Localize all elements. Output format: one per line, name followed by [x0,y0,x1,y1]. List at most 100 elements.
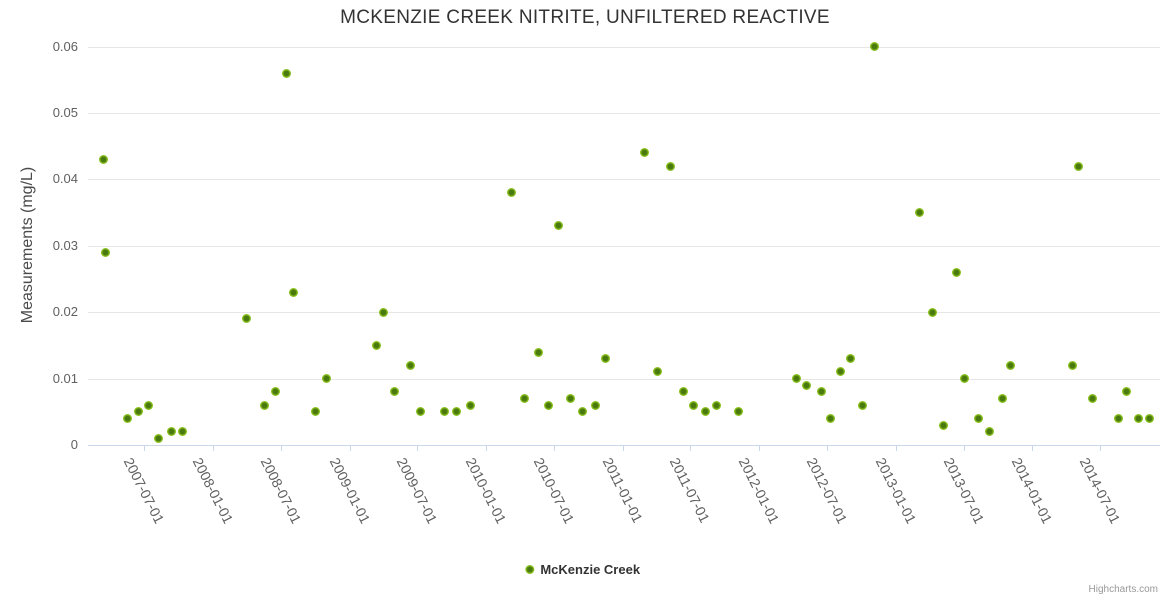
data-point[interactable] [178,427,188,437]
data-point[interactable] [241,314,251,324]
data-point[interactable] [271,387,281,397]
data-point[interactable] [711,400,721,410]
data-point[interactable] [371,340,381,350]
gridline [88,312,1160,314]
data-point[interactable] [1144,413,1154,423]
data-point[interactable] [1113,413,1123,423]
data-point[interactable] [679,387,689,397]
data-point[interactable] [565,394,575,404]
x-axis-label: 2009-07-01 [394,455,441,527]
x-axis-line [88,445,1160,446]
data-point[interactable] [927,307,937,317]
data-point[interactable] [959,374,969,384]
data-point[interactable] [689,400,699,410]
data-point[interactable] [154,433,164,443]
data-point[interactable] [167,427,177,437]
data-point[interactable] [133,407,143,417]
legend-item-mckenzie-creek[interactable]: McKenzie Creek [525,562,640,577]
data-point[interactable] [281,68,291,78]
data-point[interactable] [415,407,425,417]
data-point[interactable] [1006,360,1016,370]
x-axis-tick [759,446,761,451]
data-point[interactable] [101,247,111,257]
x-axis-tick [212,446,214,451]
legend-marker-icon [525,565,535,574]
x-axis-tick [349,446,351,451]
data-point[interactable] [553,221,563,231]
x-axis-label: 2012-07-01 [803,455,851,527]
data-point[interactable] [802,380,812,390]
data-point[interactable] [533,347,543,357]
data-point[interactable] [791,374,801,384]
data-point[interactable] [914,208,924,218]
x-axis-label: 2011-01-01 [599,455,646,526]
data-point[interactable] [973,413,983,423]
data-point[interactable] [997,394,1007,404]
data-point[interactable] [520,394,530,404]
data-point[interactable] [700,407,710,417]
data-point[interactable] [99,154,109,164]
data-point[interactable] [1133,413,1143,423]
data-point[interactable] [144,400,154,410]
x-axis-label: 2010-07-01 [530,455,578,527]
data-point[interactable] [1073,161,1083,171]
data-point[interactable] [951,267,961,277]
data-point[interactable] [289,287,299,297]
x-axis-tick [553,446,555,451]
data-point[interactable] [465,400,475,410]
x-axis-label: 2007-07-01 [120,455,168,527]
data-point[interactable] [600,354,610,364]
gridline [88,378,1160,380]
data-point[interactable] [378,307,388,317]
data-point[interactable] [858,400,868,410]
data-point[interactable] [405,360,415,370]
y-axis-label: 0.06 [52,38,78,54]
x-axis-tick [622,446,624,451]
x-axis-label: 2008-07-01 [257,455,305,527]
data-point[interactable] [653,367,663,377]
x-axis-tick [690,446,692,451]
data-point[interactable] [666,161,676,171]
y-axis-label: 0.03 [52,237,78,253]
x-axis-tick [1100,446,1101,451]
data-point[interactable] [938,420,948,430]
x-axis-label: 2011-07-01 [666,455,714,526]
data-point[interactable] [123,413,133,423]
legend-label: McKenzie Creek [540,562,641,577]
x-axis-tick [280,446,282,451]
chart-title: MCKENZIE CREEK NITRITE, UNFILTERED REACT… [340,7,830,28]
data-point[interactable] [846,354,856,364]
data-point[interactable] [733,407,743,417]
data-point[interactable] [640,148,650,158]
x-axis-tick [895,446,897,451]
data-point[interactable] [439,407,449,417]
y-axis-label: 0.01 [52,370,78,386]
data-point[interactable] [451,407,461,417]
data-point[interactable] [543,400,553,410]
data-point[interactable] [1087,394,1097,404]
data-point[interactable] [259,400,269,410]
x-axis-tick [417,446,419,451]
data-point[interactable] [1067,360,1077,370]
data-point[interactable] [836,367,846,377]
highcharts-credit-link[interactable]: Highcharts.com [1088,584,1158,595]
x-axis-tick [963,446,965,451]
data-point[interactable] [577,407,587,417]
data-point[interactable] [506,188,516,198]
data-point[interactable] [816,387,826,397]
data-point[interactable] [590,400,600,410]
x-axis-label: 2013-01-01 [872,455,920,527]
data-point[interactable] [984,427,994,437]
data-point[interactable] [389,387,399,397]
x-axis-tick [827,446,829,451]
data-point[interactable] [1121,387,1131,397]
gridline [88,113,1160,114]
gridline [88,46,1160,48]
data-point[interactable] [322,374,332,384]
data-point[interactable] [825,413,835,423]
data-point[interactable] [311,407,321,417]
gridline [88,245,1160,247]
y-axis-label: 0.04 [52,171,78,187]
data-point[interactable] [870,42,880,52]
x-axis-tick [486,446,488,451]
